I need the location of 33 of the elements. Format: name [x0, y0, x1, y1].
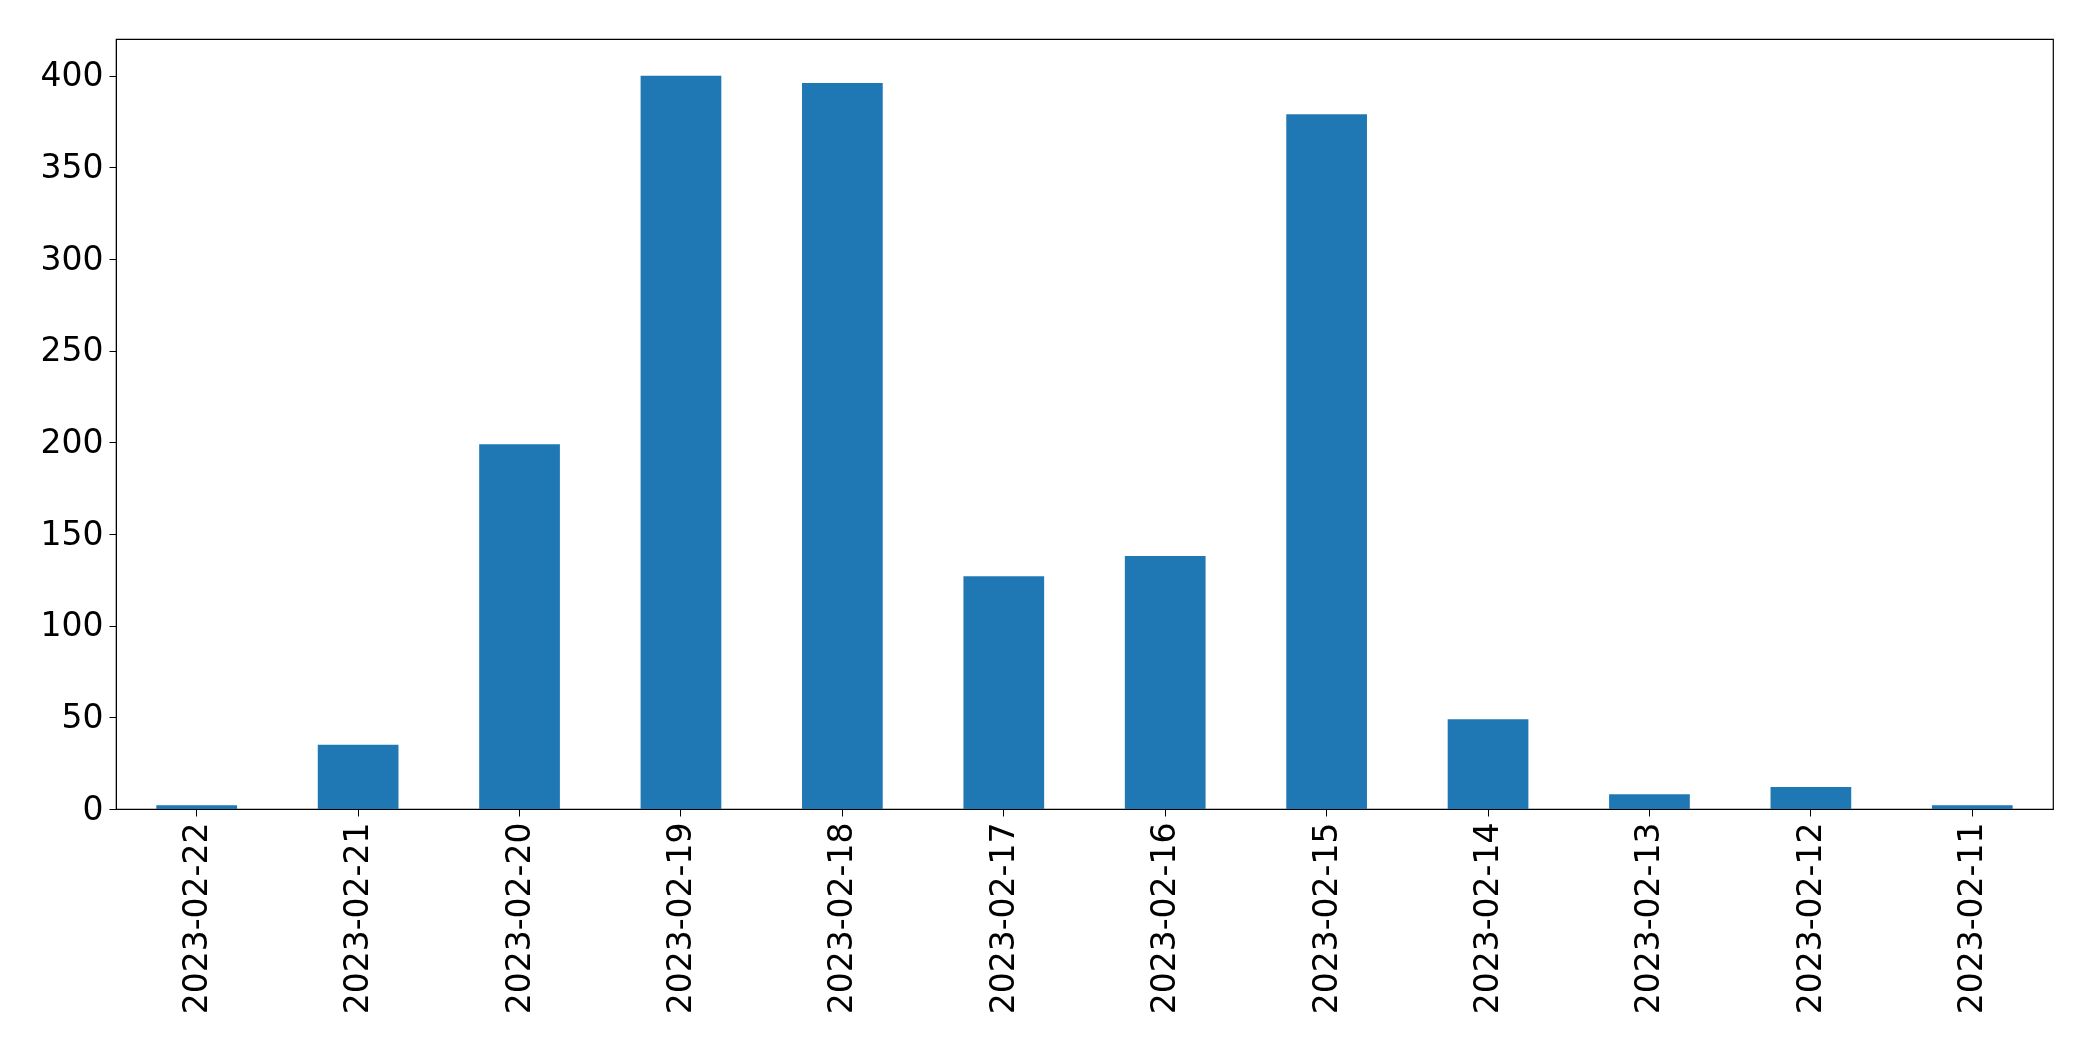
bar: [1609, 794, 1690, 809]
bar: [479, 444, 560, 809]
y-tick-label: 100: [40, 605, 104, 645]
bar: [963, 576, 1045, 809]
bar: [802, 83, 883, 809]
x-tick-label: 2023-02-14: [1467, 822, 1507, 1015]
y-tick-label: 400: [40, 55, 104, 95]
y-tick-label: 150: [40, 513, 104, 553]
x-tick-label: 2023-02-16: [1144, 822, 1184, 1015]
y-tick-label: 200: [40, 421, 104, 461]
x-tick-label: 2023-02-17: [982, 822, 1022, 1015]
x-tick-label: 2023-02-19: [659, 822, 699, 1015]
bar: [317, 744, 399, 809]
x-tick-label: 2023-02-22: [175, 822, 215, 1015]
x-tick-label: 2023-02-21: [337, 822, 377, 1015]
x-tick-label: 2023-02-18: [821, 822, 861, 1015]
y-tick-label: 50: [61, 696, 104, 736]
bar: [1770, 787, 1852, 809]
x-tick-label: 2023-02-12: [1789, 822, 1829, 1015]
y-tick-label: 0: [82, 788, 104, 828]
bar: [1286, 114, 1367, 809]
bar: [1124, 556, 1206, 809]
bar: [1447, 719, 1529, 809]
bar: [156, 805, 238, 809]
y-tick-label: 350: [40, 146, 104, 186]
y-tick-label: 300: [40, 238, 104, 278]
x-tick-label: 2023-02-20: [498, 822, 538, 1015]
bar: [640, 75, 722, 809]
x-tick-label: 2023-02-13: [1628, 822, 1668, 1015]
x-tick-label: 2023-02-15: [1305, 822, 1345, 1015]
y-tick-label: 250: [40, 330, 104, 370]
bar: [1931, 805, 2013, 809]
x-tick-label: 2023-02-11: [1951, 822, 1991, 1015]
